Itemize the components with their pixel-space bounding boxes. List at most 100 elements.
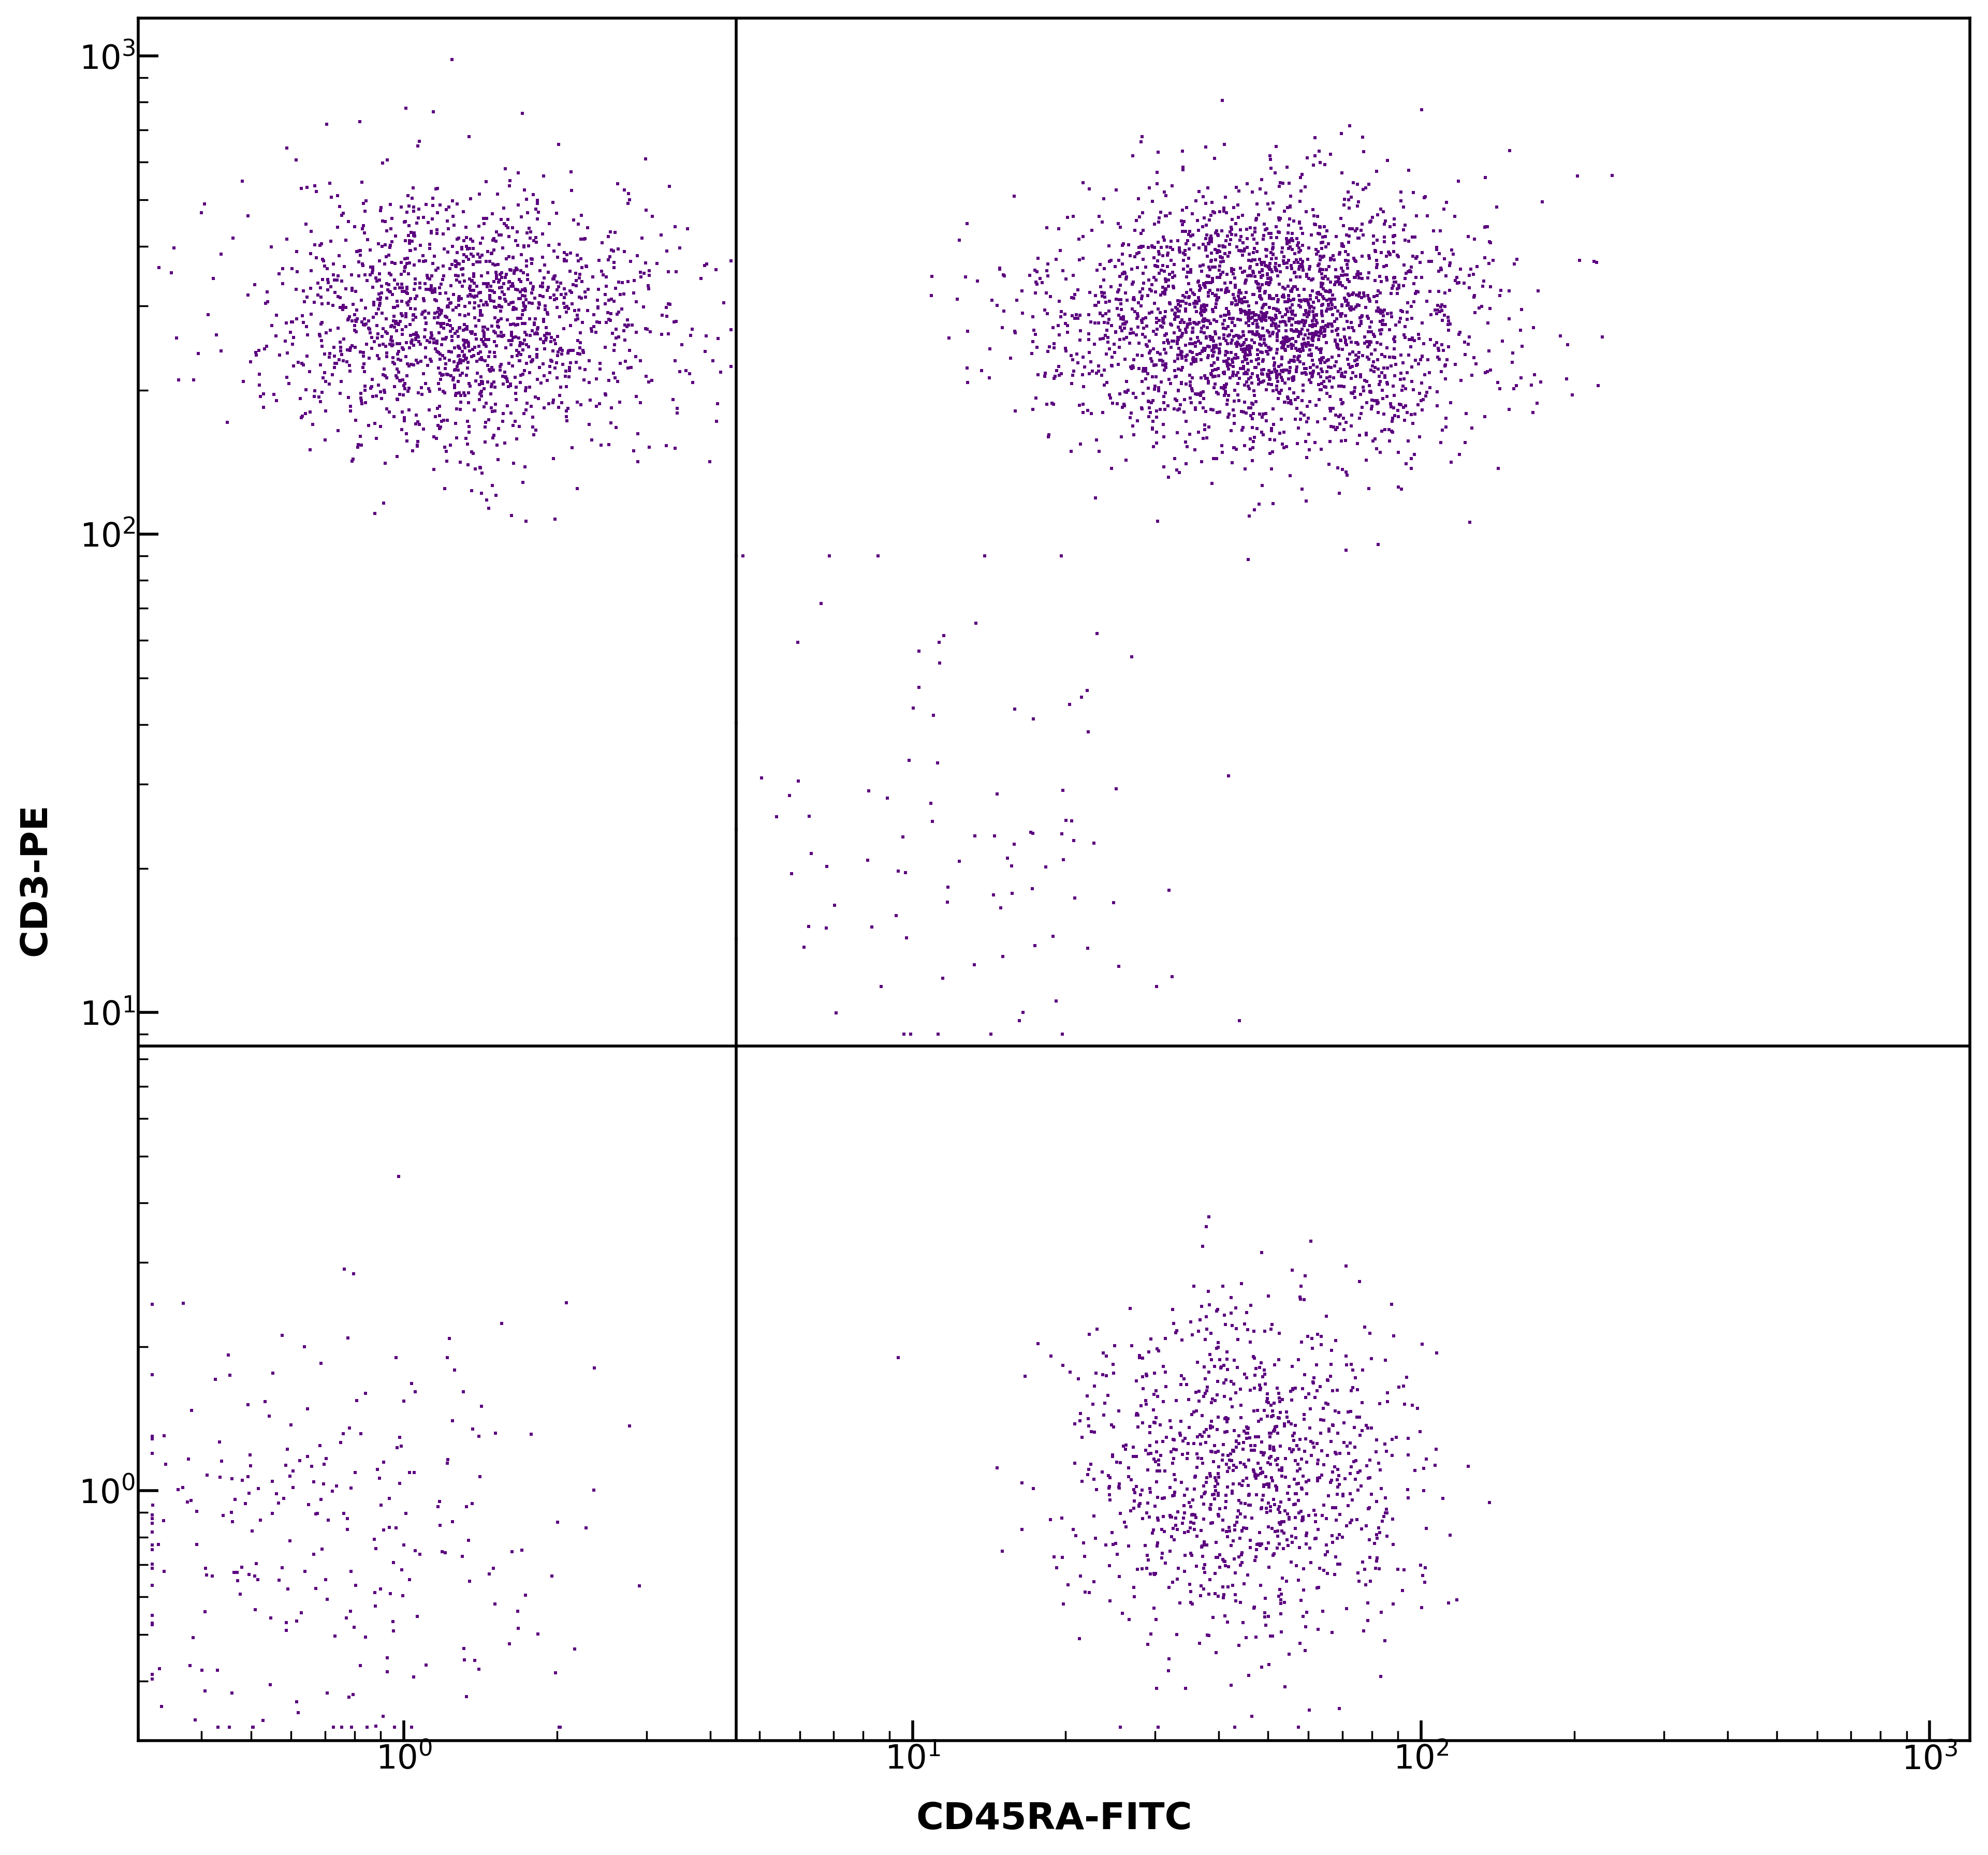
Point [485,221,517,250]
Point [1155,1438,1187,1467]
Point [1284,399,1316,429]
Point [958,822,990,851]
Point [793,801,825,831]
Point [443,341,475,371]
Point [1344,360,1376,390]
Point [1241,250,1272,280]
Point [1241,267,1272,297]
Point [1058,345,1089,375]
Point [521,189,553,219]
Point [1252,1473,1284,1503]
Point [1344,1402,1376,1432]
Point [1262,1516,1294,1545]
Point [1290,360,1322,390]
Point [1189,223,1221,252]
Point [1093,297,1125,326]
Point [1147,347,1179,377]
Point [1262,384,1294,414]
Point [431,447,463,477]
Point [342,304,374,334]
Point [334,1473,366,1503]
Point [1376,299,1408,328]
Point [1215,1298,1246,1328]
Point [1252,1488,1284,1517]
Point [1217,345,1248,375]
Point [1274,1376,1306,1406]
Point [352,306,384,336]
Point [1334,1428,1366,1458]
Point [1183,267,1215,297]
Point [469,312,501,341]
Point [276,308,308,338]
Point [1121,1399,1153,1428]
Point [334,336,366,365]
Point [1149,256,1181,286]
Point [1378,325,1409,354]
Point [903,636,934,666]
Point [1296,1441,1328,1471]
Point [1360,1553,1392,1582]
Point [1239,1545,1270,1575]
Point [1109,1512,1141,1542]
Point [1344,421,1376,451]
Point [346,306,378,336]
Point [1145,367,1177,397]
Point [1074,301,1105,330]
Point [1133,232,1165,262]
Point [1316,1410,1348,1439]
Point [573,275,604,304]
Point [1149,1549,1181,1579]
Point [1137,414,1169,443]
Point [636,365,668,395]
Point [1235,393,1266,423]
Point [1201,263,1233,293]
Point [1304,1321,1336,1350]
Point [372,364,404,393]
Point [1378,1530,1409,1560]
Point [1322,1473,1354,1503]
Point [1139,250,1171,280]
Point [1133,1545,1165,1575]
Point [1308,275,1340,304]
Point [1209,1382,1241,1412]
Point [1141,429,1173,458]
Point [517,315,549,345]
Point [493,1629,525,1658]
Point [1262,1402,1294,1432]
Point [386,397,417,427]
Point [354,236,386,265]
Point [1203,1478,1235,1508]
Point [1306,223,1338,252]
Point [1324,299,1356,328]
Point [471,167,503,197]
Point [521,365,553,395]
Point [1211,326,1242,356]
Point [1083,325,1115,354]
Point [1175,325,1207,354]
Point [1211,313,1242,343]
Point [1332,289,1364,319]
Point [1209,1300,1241,1330]
Point [509,282,541,312]
Point [1475,356,1507,386]
Point [239,1562,270,1592]
Point [461,325,493,354]
Point [1320,401,1352,430]
Point [1119,382,1151,412]
Point [1074,1454,1105,1484]
Point [511,395,543,425]
Point [1117,378,1149,408]
Point [1241,1480,1272,1510]
Point [1320,1493,1352,1523]
Point [1225,334,1256,364]
Point [455,267,487,297]
Point [1239,1456,1270,1486]
Point [501,373,533,403]
Point [461,271,493,301]
Point [1348,1313,1380,1343]
Point [143,252,175,282]
Point [986,1536,1018,1566]
Point [453,1566,485,1595]
Point [1081,358,1113,388]
Point [1211,1480,1242,1510]
